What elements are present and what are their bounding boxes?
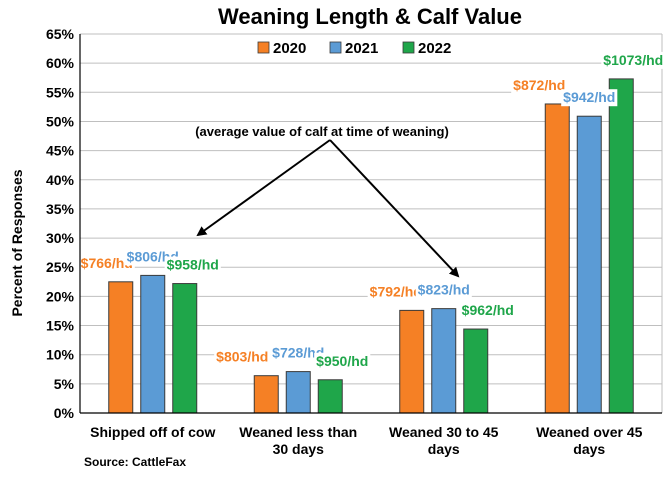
data-label-bg <box>164 256 221 274</box>
bars <box>108 78 634 414</box>
gridlines <box>80 33 663 413</box>
category-label-line: 30 days <box>273 441 325 457</box>
data-label-bg <box>561 89 618 107</box>
category-label-line: days <box>428 441 460 457</box>
data-label-2020-0: $766/hd <box>81 255 133 271</box>
category-label-line: Weaned over 45 <box>536 424 643 440</box>
data-label-bg <box>78 254 135 272</box>
bar-2021-0 <box>140 274 166 414</box>
category-label-line: Weaned less than <box>239 424 357 440</box>
data-label-2022-0: $958/hd <box>167 257 219 273</box>
y-axis-label: Percent of Responses <box>9 169 25 316</box>
category-label: Weaned less than 30 days <box>239 424 357 457</box>
bar-2022-1 <box>317 379 343 414</box>
y-tick-label: 30% <box>46 230 75 246</box>
bar-2020-0 <box>108 281 134 414</box>
category-label-line: Shipped off of cow <box>90 424 215 440</box>
category-label: Shipped off of cow <box>90 424 215 440</box>
category-label: Weaned over 45 days <box>536 424 643 457</box>
data-label-bg <box>270 344 327 362</box>
category-labels: Shipped off of cow Weaned less than 30 day… <box>90 424 642 457</box>
data-label-2020-1: $803/hd <box>216 349 268 365</box>
bar-2021-3 <box>576 115 602 414</box>
data-label-2020-3: $872/hd <box>513 77 565 93</box>
annotation-text: (average value of calf at time of weanin… <box>195 124 449 139</box>
y-tick-label: 35% <box>46 201 75 217</box>
bar-2022-3 <box>608 78 634 414</box>
y-tick-label: 55% <box>46 84 75 100</box>
bar-2022-0 <box>172 283 198 414</box>
bar-2022-2 <box>463 328 489 414</box>
y-tick-label: 10% <box>46 347 75 363</box>
data-label-bg <box>511 76 568 94</box>
y-tick-label: 25% <box>46 259 75 275</box>
y-tick-label: 0% <box>54 405 75 421</box>
category-label-line: Weaned 30 to 45 <box>389 424 499 440</box>
y-tick-label: 5% <box>54 376 75 392</box>
chart-title: Weaning Length & Calf Value <box>218 4 522 29</box>
category-label-line: days <box>573 441 605 457</box>
annotation-arrow-left <box>196 139 331 237</box>
data-label-bg <box>214 348 271 366</box>
bar-2021-2 <box>431 308 457 414</box>
bar-2020-1 <box>253 375 279 414</box>
data-labels: $766/hd$803/hd$792/hd$872/hd$806/hd$728/… <box>78 51 666 370</box>
data-label-2022-3: $1073/hd <box>603 52 663 68</box>
data-label-bg <box>601 51 666 69</box>
y-tick-label: 65% <box>46 26 75 42</box>
legend-label-2020: 2020 <box>273 40 306 57</box>
y-tick-labels: 0% 5% 10% 15% 20% 25% 30% 35% 40% 45% 50% 55% 60% 65% <box>46 26 75 421</box>
legend-swatch-2021 <box>329 41 342 54</box>
data-label-bg <box>314 352 371 370</box>
y-tick-label: 45% <box>46 143 75 159</box>
data-label-2020-2: $792/hd <box>370 283 422 299</box>
bar-2021-1 <box>285 371 311 414</box>
legend-swatch-2020 <box>257 41 270 54</box>
y-tick-label: 60% <box>46 55 75 71</box>
y-tick-label: 20% <box>46 288 75 304</box>
data-label-2021-3: $942/hd <box>563 89 615 105</box>
legend-label-2022: 2022 <box>418 40 451 57</box>
data-label-2022-2: $962/hd <box>462 302 514 318</box>
legend: 2020 2021 2022 <box>257 40 451 57</box>
annotation-arrow-right <box>329 139 460 278</box>
data-label-2021-1: $728/hd <box>272 345 324 361</box>
y-tick-label: 50% <box>46 113 75 129</box>
data-label-2022-1: $950/hd <box>316 353 368 369</box>
bar-2020-3 <box>544 103 570 414</box>
source-note: Source: CattleFax <box>84 455 186 469</box>
bar-2020-2 <box>399 309 425 414</box>
data-label-bg <box>367 283 424 301</box>
category-label: Weaned 30 to 45 days <box>389 424 499 457</box>
y-tick-label: 15% <box>46 318 75 334</box>
legend-swatch-2022 <box>402 41 415 54</box>
data-label-bg <box>459 302 516 320</box>
data-label-bg <box>415 281 472 299</box>
y-tick-label: 40% <box>46 172 75 188</box>
legend-label-2021: 2021 <box>345 40 378 57</box>
data-label-2021-2: $823/hd <box>418 282 470 298</box>
